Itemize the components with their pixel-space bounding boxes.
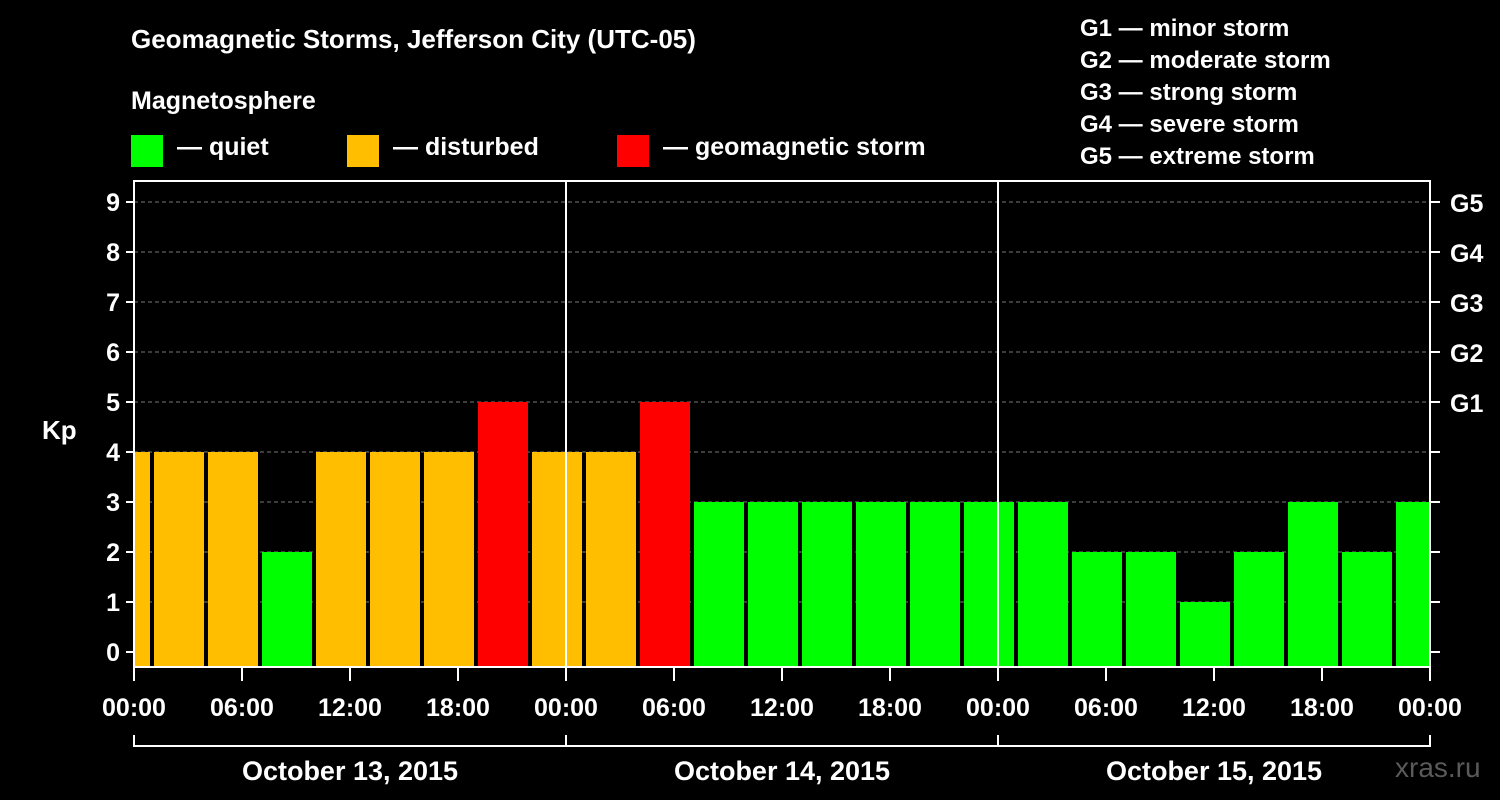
bar-7 bbox=[478, 402, 528, 667]
x-tick-label-3: 18:00 bbox=[426, 694, 490, 722]
bar-19 bbox=[1126, 552, 1176, 667]
bar-16 bbox=[964, 502, 1014, 667]
bar-9 bbox=[586, 452, 636, 667]
legend-label-quiet: — quiet bbox=[177, 133, 269, 161]
bar-11 bbox=[694, 502, 744, 667]
bar-6 bbox=[424, 452, 474, 667]
legend-subtitle: Magnetosphere bbox=[131, 87, 316, 115]
x-tick-label-9: 06:00 bbox=[1074, 694, 1138, 722]
storm-scale-g3: G3 — strong storm bbox=[1080, 79, 1298, 106]
y-tick-label-5: 5 bbox=[106, 389, 120, 417]
bar-17 bbox=[1018, 502, 1068, 667]
legend-label-storm: — geomagnetic storm bbox=[663, 133, 926, 161]
x-tick-label-10: 12:00 bbox=[1182, 694, 1246, 722]
chart-title: Geomagnetic Storms, Jefferson City (UTC-… bbox=[131, 24, 696, 54]
bar-2 bbox=[208, 452, 258, 667]
bar-3 bbox=[262, 552, 312, 667]
bar-1 bbox=[154, 452, 204, 667]
bars bbox=[135, 402, 1429, 667]
x-tick-label-12: 00:00 bbox=[1398, 694, 1462, 722]
y-tick-label-9: 9 bbox=[106, 189, 120, 217]
y-tick-label-6: 6 bbox=[106, 339, 120, 367]
y-axis-label: Kp bbox=[42, 415, 77, 445]
bar-15 bbox=[910, 502, 960, 667]
day-label-1: October 14, 2015 bbox=[674, 756, 890, 786]
right-tick-label-g1: G1 bbox=[1450, 390, 1483, 418]
right-tick-label-g5: G5 bbox=[1450, 190, 1483, 218]
x-tick-label-7: 18:00 bbox=[858, 694, 922, 722]
legend-swatch-quiet bbox=[131, 135, 163, 167]
x-tick-label-4: 00:00 bbox=[534, 694, 598, 722]
bar-10 bbox=[640, 402, 690, 667]
x-tick-label-8: 00:00 bbox=[966, 694, 1030, 722]
x-tick-label-6: 12:00 bbox=[750, 694, 814, 722]
legend-swatch-storm bbox=[617, 135, 649, 167]
bar-20 bbox=[1180, 602, 1230, 667]
bar-4 bbox=[316, 452, 366, 667]
storm-scale-g2: G2 — moderate storm bbox=[1080, 47, 1331, 74]
legend-label-disturbed: — disturbed bbox=[393, 133, 539, 161]
storm-scale-g5: G5 — extreme storm bbox=[1080, 143, 1315, 170]
day-label-2: October 15, 2015 bbox=[1106, 756, 1322, 786]
x-tick-label-11: 18:00 bbox=[1290, 694, 1354, 722]
x-tick-label-0: 00:00 bbox=[102, 694, 166, 722]
watermark: xras.ru bbox=[1395, 752, 1481, 783]
axes: 0 1 2 3 4 5 6 7 8 9 G1 G2 G3 G4 G5 Kp 00:00 06:00 12:00 18:… bbox=[42, 189, 1483, 786]
right-tick-label-g4: G4 bbox=[1450, 240, 1483, 268]
y-tick-label-3: 3 bbox=[106, 489, 120, 517]
y-tick-label-8: 8 bbox=[106, 239, 120, 267]
y-tick-label-1: 1 bbox=[106, 589, 120, 617]
y-tick-label-4: 4 bbox=[106, 439, 120, 467]
bar-0 bbox=[135, 452, 150, 667]
bar-22 bbox=[1288, 502, 1338, 667]
storm-scale-g1: G1 — minor storm bbox=[1080, 15, 1290, 42]
bar-23 bbox=[1342, 552, 1392, 667]
right-tick-label-g2: G2 bbox=[1450, 340, 1483, 368]
bar-12 bbox=[748, 502, 798, 667]
x-tick-label-1: 06:00 bbox=[210, 694, 274, 722]
y-tick-label-2: 2 bbox=[106, 539, 120, 567]
y-tick-label-0: 0 bbox=[106, 639, 120, 667]
y-tick-label-7: 7 bbox=[106, 289, 120, 317]
x-tick-label-2: 12:00 bbox=[318, 694, 382, 722]
bar-8 bbox=[532, 452, 582, 667]
bar-24 bbox=[1396, 502, 1429, 667]
right-tick-label-g3: G3 bbox=[1450, 290, 1483, 318]
storm-scale-g4: G4 — severe storm bbox=[1080, 111, 1299, 138]
bar-18 bbox=[1072, 552, 1122, 667]
legend-swatch-disturbed bbox=[347, 135, 379, 167]
bar-5 bbox=[370, 452, 420, 667]
bar-14 bbox=[856, 502, 906, 667]
day-label-0: October 13, 2015 bbox=[242, 756, 458, 786]
bar-13 bbox=[802, 502, 852, 667]
x-tick-label-5: 06:00 bbox=[642, 694, 706, 722]
bar-21 bbox=[1234, 552, 1284, 667]
